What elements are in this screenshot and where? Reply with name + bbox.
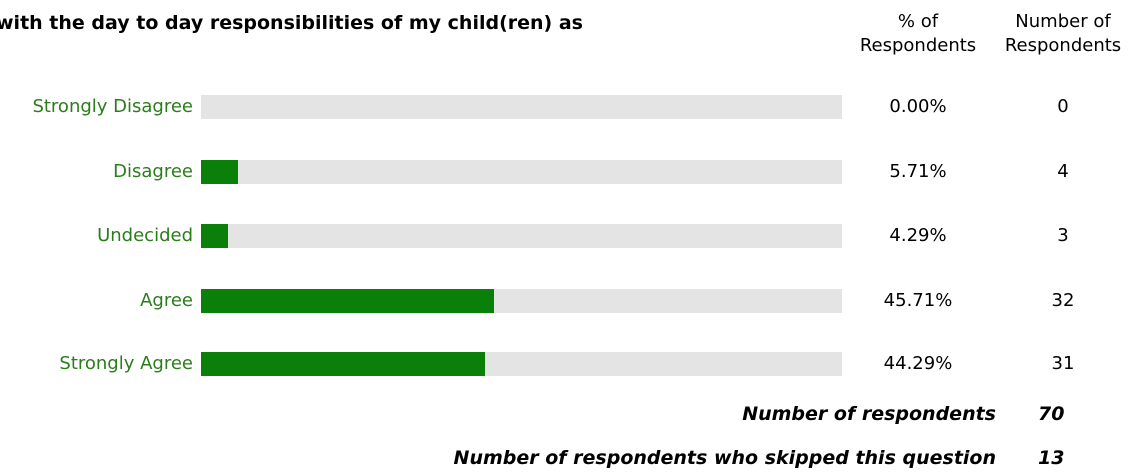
- count-value: 3: [1057, 225, 1069, 246]
- bar-track: [201, 224, 842, 248]
- count-value: 0: [1057, 96, 1069, 117]
- bar-track: [201, 352, 842, 376]
- percent-value: 44.29%: [883, 353, 953, 374]
- category-label: Disagree: [113, 161, 193, 182]
- count-value: 32: [1051, 290, 1075, 311]
- category-label: Undecided: [97, 225, 193, 246]
- percent-header-line1: % of: [897, 11, 939, 32]
- count-header-line2: Respondents: [1004, 35, 1122, 56]
- respondents-value: 70: [1038, 403, 1065, 425]
- bar: [201, 160, 238, 184]
- count-value: 31: [1051, 353, 1075, 374]
- bar-track: [201, 95, 842, 119]
- bar-track: [201, 160, 842, 184]
- category-label: Agree: [140, 290, 193, 311]
- count-column-header: Number of Respondents: [988, 10, 1138, 58]
- percent-column-header: % of Respondents: [838, 10, 998, 58]
- percent-header-line2: Respondents: [859, 35, 977, 56]
- percent-value: 45.71%: [883, 290, 953, 311]
- bar: [201, 352, 485, 376]
- skipped-label: Number of respondents who skipped this q…: [453, 447, 996, 469]
- skipped-value: 13: [1038, 447, 1065, 469]
- respondents-label: Number of respondents: [742, 403, 996, 425]
- bar-track: [201, 289, 842, 313]
- bar: [201, 289, 494, 313]
- count-value: 4: [1057, 161, 1069, 182]
- count-header-line1: Number of: [1015, 11, 1111, 32]
- percent-value: 0.00%: [889, 96, 947, 117]
- question-title: with the day to day responsibilities of …: [0, 12, 583, 34]
- bar: [201, 224, 228, 248]
- percent-value: 4.29%: [889, 225, 947, 246]
- percent-value: 5.71%: [889, 161, 947, 182]
- category-label: Strongly Agree: [59, 353, 193, 374]
- category-label: Strongly Disagree: [32, 96, 193, 117]
